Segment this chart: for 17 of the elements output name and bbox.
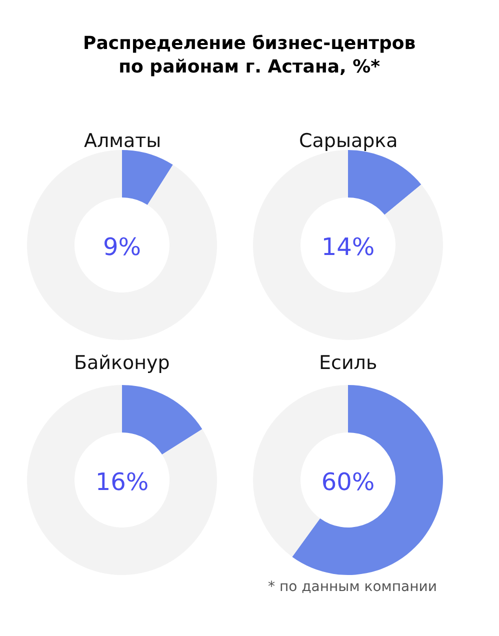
chart-title: Алматы <box>84 130 162 152</box>
chart-title: Сарыарка <box>299 130 398 152</box>
text: 16% <box>95 468 149 496</box>
chart-title: Есиль <box>319 352 378 374</box>
donut-slice <box>253 150 443 340</box>
text: 9% <box>102 233 142 261</box>
donut-slice <box>348 150 422 215</box>
donut-slice <box>122 150 173 205</box>
chart-title: Байконур <box>74 352 170 374</box>
donut-slice <box>122 385 202 455</box>
text: 60% <box>321 468 375 496</box>
text: * по данным компании <box>268 579 437 595</box>
text: Распределение бизнес-центров по районам г. Астана, %* <box>83 33 416 78</box>
donut-slice <box>292 385 443 575</box>
donut-slice <box>27 385 217 575</box>
donut-slice <box>27 150 217 340</box>
text: 14% <box>321 233 375 261</box>
